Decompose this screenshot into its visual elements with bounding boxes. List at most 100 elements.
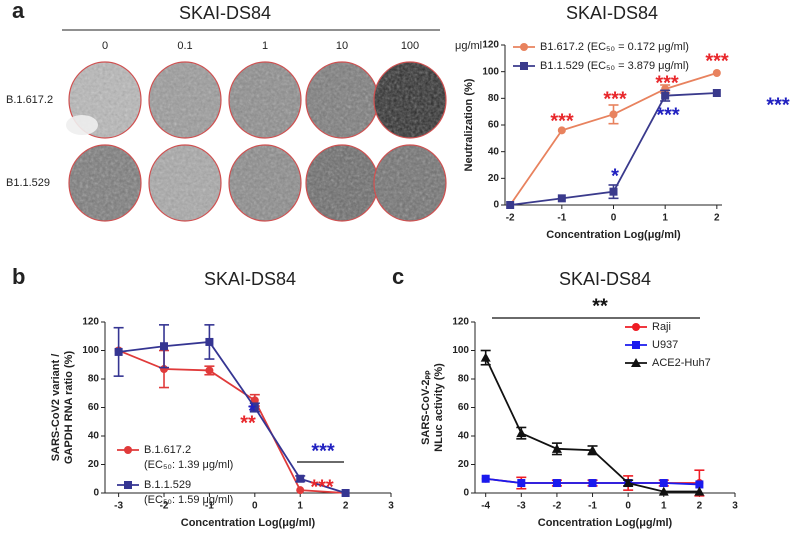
significance: * <box>248 400 256 422</box>
x-tick-label: -2 <box>552 501 561 512</box>
x-tick-label: -1 <box>588 501 597 512</box>
y-tick-label: 100 <box>82 345 99 356</box>
legend-label: B.1.617.2 <box>144 444 191 456</box>
legend-note: (EC₅₀: 1.39 μg/ml) <box>144 459 233 471</box>
column-label: 1 <box>262 40 268 52</box>
marker <box>205 337 214 346</box>
legend-note: (EC₅₀: 1.59 μg/ml) <box>144 494 233 506</box>
column-label: 10 <box>336 40 348 52</box>
y-tick-label: 40 <box>458 431 470 442</box>
chart-title: SKAI-DS84 <box>559 269 651 289</box>
x-tick-label: 3 <box>732 501 738 512</box>
well-texture <box>374 145 446 221</box>
significance: * <box>611 165 619 187</box>
marker <box>114 347 123 356</box>
marker <box>552 479 561 488</box>
well-rim <box>148 61 222 139</box>
legend-label: B1.1.529 (EC₅₀ = 3.879 μg/ml) <box>540 60 689 72</box>
y-axis-label: SARS-CoV2 variant / <box>50 354 62 462</box>
marker <box>661 91 670 100</box>
significance: ** <box>240 412 256 434</box>
significance: *** <box>655 72 679 94</box>
x-axis-label: Concentration Log(μg/ml) <box>546 229 681 241</box>
y-axis-label: SARS-CoV-2ₚₚ <box>420 370 432 445</box>
y-tick-label: 20 <box>458 459 470 470</box>
y-tick-label: 40 <box>488 146 500 157</box>
marker <box>517 479 526 488</box>
x-axis-label: Concentration Log(μg/ml) <box>181 517 316 529</box>
y-tick-label: 80 <box>488 93 500 104</box>
marker <box>160 342 169 351</box>
x-tick-label: 0 <box>252 501 258 512</box>
marker <box>694 486 705 496</box>
well-rim <box>228 61 302 139</box>
marker <box>506 201 515 209</box>
x-tick-label: 2 <box>714 213 720 224</box>
series-line <box>118 341 346 494</box>
significance: *** <box>311 440 335 462</box>
panel-label: a <box>12 0 25 23</box>
image-title: SKAI-DS84 <box>179 3 271 23</box>
marker <box>520 43 528 51</box>
legend-label: ACE2-Huh7 <box>652 357 711 369</box>
x-tick-label: -1 <box>205 501 214 512</box>
x-tick-label: -1 <box>557 213 566 224</box>
marker <box>341 489 350 497</box>
x-tick-label: 1 <box>661 501 667 512</box>
well-rim <box>373 61 447 139</box>
x-tick-label: -4 <box>481 501 490 512</box>
significance: ** <box>592 295 608 317</box>
well-texture <box>149 62 221 138</box>
y-axis-label: GAPDH RNA ratio (%) <box>63 351 75 465</box>
marker <box>296 486 305 495</box>
series-line <box>118 349 346 494</box>
y-tick-label: 60 <box>458 402 470 413</box>
marker <box>551 443 562 453</box>
x-tick-label: -3 <box>517 501 526 512</box>
column-label: 0 <box>102 40 108 52</box>
well-rim <box>148 144 222 222</box>
y-tick-label: 60 <box>488 120 500 131</box>
y-axis-label: Neutralization (%) <box>463 78 475 171</box>
chart-title: SKAI-DS84 <box>204 269 296 289</box>
significance: *** <box>310 476 334 498</box>
x-tick-label: 1 <box>297 501 303 512</box>
marker <box>609 110 618 119</box>
marker <box>712 69 721 77</box>
y-tick-label: 120 <box>482 40 499 51</box>
well-rim <box>228 144 302 222</box>
x-tick-label: -2 <box>160 501 169 512</box>
y-tick-label: 100 <box>482 66 499 77</box>
marker <box>609 187 618 196</box>
significance: *** <box>656 104 680 126</box>
well-texture <box>306 145 378 221</box>
well-texture <box>229 145 301 221</box>
well-images <box>66 61 447 222</box>
y-tick-label: 100 <box>452 345 469 356</box>
x-tick-label: 3 <box>388 501 394 512</box>
x-axis-label: Concentration Log(μg/ml) <box>538 517 673 529</box>
panel-label: b <box>12 264 25 289</box>
marker <box>659 479 668 488</box>
legend-label: U937 <box>652 339 678 351</box>
x-tick-label: -2 <box>506 213 515 224</box>
x-tick-label: 0 <box>611 213 617 224</box>
unit-label: μg/ml <box>455 40 482 52</box>
well-rim <box>68 144 142 222</box>
marker <box>712 89 721 97</box>
marker <box>250 396 259 405</box>
marker <box>124 481 132 489</box>
marker <box>516 428 527 438</box>
marker <box>250 403 259 412</box>
significance: *** <box>766 94 790 116</box>
significance: *** <box>550 110 574 132</box>
y-tick-label: 120 <box>82 317 99 328</box>
well-rim <box>373 144 447 222</box>
marker <box>658 486 669 496</box>
y-tick-label: 60 <box>88 402 100 413</box>
column-label: 100 <box>401 40 419 52</box>
x-tick-label: 2 <box>697 501 703 512</box>
well-texture <box>306 62 378 138</box>
marker <box>124 446 132 454</box>
column-label: 0.1 <box>177 40 192 52</box>
